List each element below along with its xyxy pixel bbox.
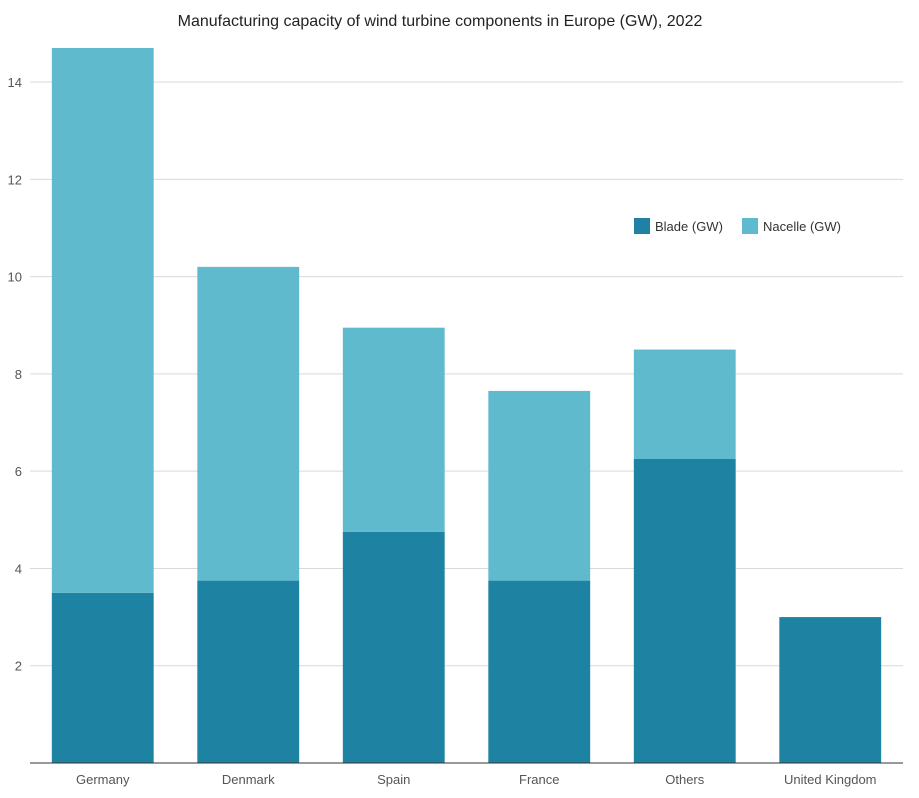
x-tick-label: Others bbox=[665, 772, 705, 787]
bar-others-nacelle bbox=[633, 349, 736, 460]
x-axis-ticks: Germany Denmark Spain France Others United Ki… bbox=[76, 772, 876, 787]
bar-germany-blade bbox=[51, 592, 154, 763]
bar-others-blade bbox=[633, 459, 736, 763]
bar-france-blade bbox=[488, 580, 591, 763]
x-tick-label: Denmark bbox=[222, 772, 275, 787]
y-tick-label: 10 bbox=[8, 270, 22, 285]
bar-denmark-nacelle bbox=[197, 266, 300, 581]
bar-united-kingdom-blade bbox=[779, 617, 882, 763]
y-tick-label: 12 bbox=[8, 172, 22, 187]
legend-swatch-blade bbox=[634, 218, 650, 234]
y-axis-ticks: 2 4 6 8 10 12 14 bbox=[8, 75, 22, 674]
gridlines bbox=[30, 81, 903, 667]
legend: Blade (GW) Nacelle (GW) bbox=[634, 218, 841, 234]
bar-france-nacelle bbox=[488, 390, 591, 581]
y-tick-label: 8 bbox=[15, 367, 22, 382]
bar-spain-nacelle bbox=[342, 327, 445, 532]
x-tick-label: United Kingdom bbox=[784, 772, 877, 787]
bars bbox=[51, 48, 882, 763]
legend-swatch-nacelle bbox=[742, 218, 758, 234]
y-tick-label: 6 bbox=[15, 464, 22, 479]
bar-spain-blade bbox=[342, 531, 445, 763]
bar-denmark-blade bbox=[197, 580, 300, 763]
legend-label-blade: Blade (GW) bbox=[655, 219, 723, 234]
y-tick-label: 2 bbox=[15, 659, 22, 674]
y-tick-label: 4 bbox=[15, 561, 22, 576]
x-tick-label: France bbox=[519, 772, 559, 787]
legend-label-nacelle: Nacelle (GW) bbox=[763, 219, 841, 234]
x-tick-label: Germany bbox=[76, 772, 130, 787]
y-tick-label: 14 bbox=[8, 75, 22, 90]
bar-germany-nacelle bbox=[51, 48, 154, 593]
chart-title: Manufacturing capacity of wind turbine c… bbox=[178, 13, 703, 30]
x-tick-label: Spain bbox=[377, 772, 410, 787]
